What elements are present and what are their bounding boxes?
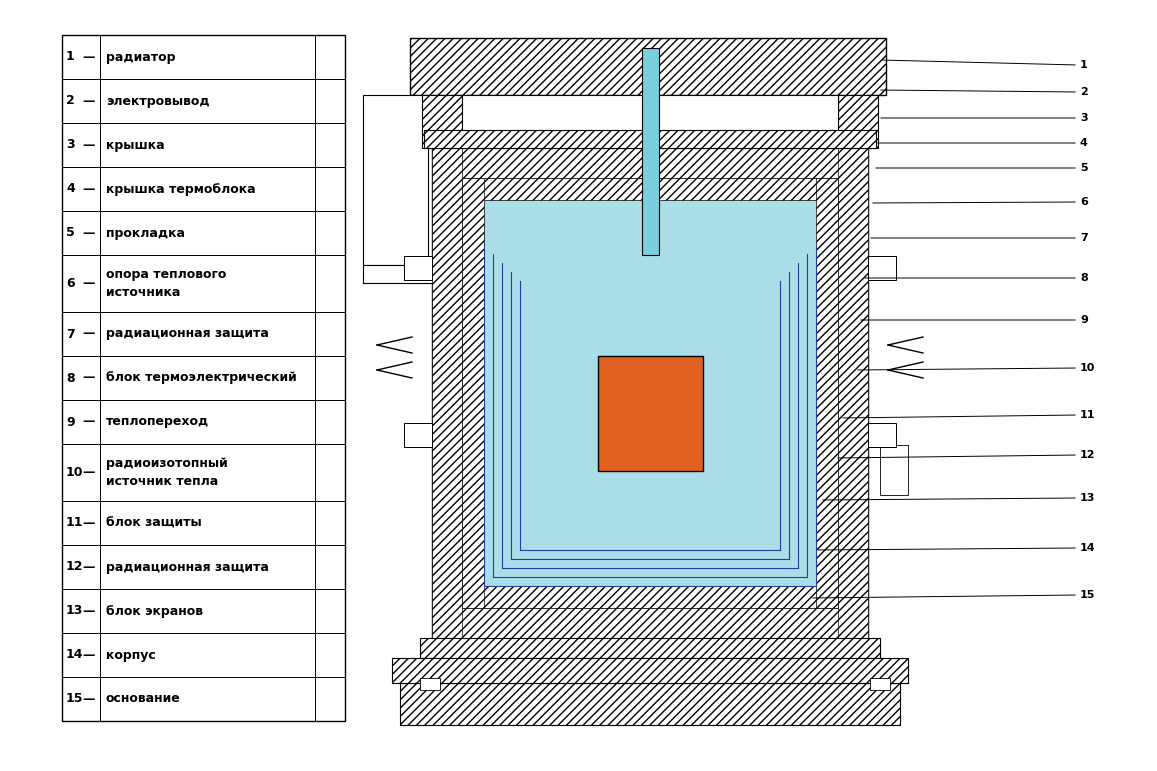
Bar [880,445,908,495]
Text: радиационная защита: радиационная защита [106,561,268,574]
Bar [597,355,702,470]
Text: 6: 6 [1079,197,1088,207]
Text: —: — [82,328,95,341]
Text: электровывод: электровывод [106,95,209,107]
Text: блок экранов: блок экранов [106,604,202,618]
Text: 9: 9 [66,416,74,429]
Bar [432,148,462,638]
Bar [868,256,896,280]
Text: 4: 4 [66,183,75,196]
Text: 11: 11 [66,517,83,530]
Bar [838,95,878,148]
Bar [816,178,838,608]
Text: 7: 7 [66,328,75,341]
Text: 12: 12 [1079,450,1096,460]
Text: —: — [82,372,95,385]
Text: 10: 10 [1079,363,1096,373]
Text: 3: 3 [66,139,74,151]
Bar [870,678,890,690]
Text: радиоизотопный: радиоизотопный [106,457,228,470]
Text: 6: 6 [66,277,74,290]
Text: —: — [82,139,95,151]
Text: 8: 8 [1079,273,1088,283]
Bar [410,38,886,95]
Text: —: — [82,95,95,107]
Text: 14: 14 [66,648,83,662]
Text: 3: 3 [1079,113,1088,123]
Bar [422,95,462,148]
Text: 8: 8 [66,372,74,385]
Text: —: — [82,517,95,530]
Bar [868,423,896,447]
Text: основание: основание [106,692,180,705]
Bar [432,148,868,638]
Text: —: — [82,416,95,429]
Text: —: — [82,227,95,240]
Bar [420,638,880,658]
Text: 5: 5 [1079,163,1088,173]
Text: 15: 15 [66,692,83,705]
Bar [404,256,432,280]
Bar [363,95,428,265]
Text: 1: 1 [66,50,75,63]
Text: 9: 9 [1079,315,1088,325]
Text: 2: 2 [66,95,75,107]
Text: крышка: крышка [106,139,164,151]
Text: 5: 5 [66,227,75,240]
Bar [363,265,473,283]
Text: радиационная защита: радиационная защита [106,328,268,341]
Bar [432,148,868,178]
Text: 1: 1 [1079,60,1088,70]
Text: 4: 4 [1079,138,1088,148]
Bar [462,178,838,200]
Bar [392,658,908,683]
Bar [404,423,432,447]
Text: —: — [82,604,95,618]
Bar [462,178,838,608]
Text: 11: 11 [1079,410,1096,420]
Text: —: — [82,648,95,662]
Text: источник тепла: источник тепла [106,475,219,488]
Text: прокладка: прокладка [106,227,185,240]
Bar [400,683,900,725]
Text: 7: 7 [1079,233,1088,243]
Bar [484,200,816,586]
Bar [423,130,876,148]
Text: 2: 2 [1079,87,1088,97]
Bar [420,678,440,690]
Bar [62,35,345,721]
Text: 13: 13 [1079,493,1096,503]
Text: опора теплового: опора теплового [106,268,227,281]
Text: крышка термоблока: крышка термоблока [106,183,256,196]
Bar [432,608,868,638]
Text: 14: 14 [1079,543,1096,553]
Text: теплопереход: теплопереход [106,416,209,429]
Text: —: — [82,692,95,705]
Text: —: — [82,183,95,196]
Bar [462,586,838,608]
Text: —: — [82,277,95,290]
Text: корпус: корпус [106,648,156,662]
Text: 12: 12 [66,561,83,574]
Bar [838,148,868,638]
Text: —: — [82,50,95,63]
Bar [641,48,658,255]
Text: —: — [82,561,95,574]
Text: блок защиты: блок защиты [106,517,201,530]
Text: 13: 13 [66,604,83,618]
Text: радиатор: радиатор [106,50,176,63]
Text: 10: 10 [66,466,83,479]
Text: источника: источника [106,286,180,299]
Bar [462,95,838,148]
Text: —: — [82,466,95,479]
Bar [462,178,484,608]
Text: 15: 15 [1079,590,1096,600]
Text: блок термоэлектрический: блок термоэлектрический [106,372,296,385]
